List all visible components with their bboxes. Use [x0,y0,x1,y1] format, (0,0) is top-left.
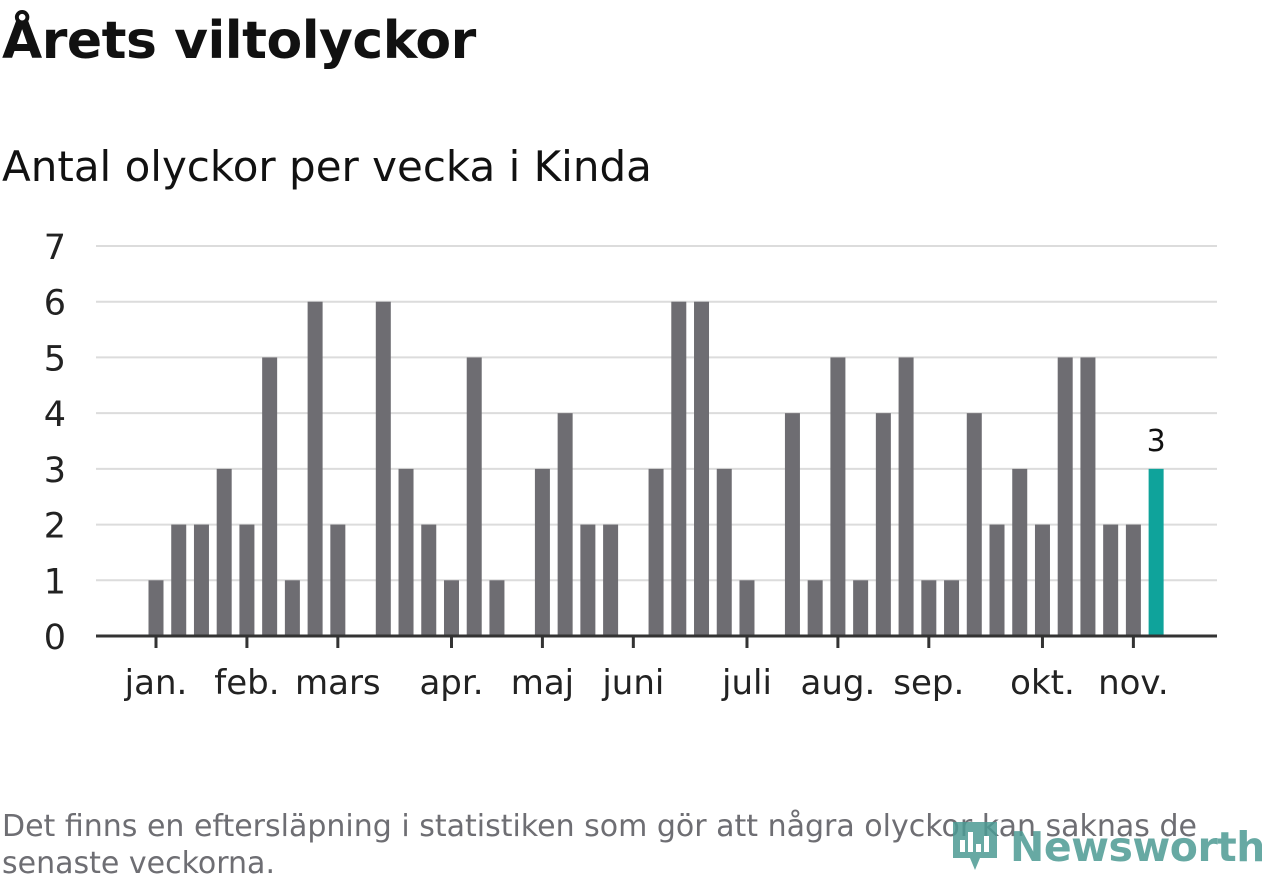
bar [239,524,255,636]
bar [148,580,164,636]
chart-title: Årets viltolyckor [2,11,476,71]
bar [375,301,391,636]
bar [1012,468,1028,636]
x-tick-label: mars [295,663,381,703]
bar [716,468,732,636]
bar [330,524,346,636]
y-tick-label: 6 [44,284,66,324]
x-tick-label: juli [721,663,772,703]
bar [966,413,982,636]
x-tick-label: maj [511,663,574,703]
bar [671,301,687,636]
bar-chart: 0 1 2 3 4 5 6 7 3 jan. feb. mars apr. maj juni juli aug.… [44,228,1217,703]
y-tick-label: 3 [44,451,66,491]
y-tick-label: 7 [44,228,66,268]
y-tick-label: 0 [44,618,66,658]
x-tick-label: okt. [1010,663,1075,703]
bar [1080,357,1096,636]
chart-subtitle: Antal olyckor per vecka i Kinda [2,142,652,191]
bar [921,580,937,636]
bar [648,468,664,636]
bar [193,524,209,636]
y-tick-label: 5 [44,339,66,379]
bar [603,524,619,636]
x-tick-label: juni [601,663,664,703]
newsworthy-logo-icon [953,822,997,870]
x-tick-label: sep. [893,663,964,703]
y-tick-label: 1 [44,562,66,602]
y-tick-label: 2 [44,507,66,547]
bar [171,524,187,636]
x-tick-label: apr. [419,663,483,703]
newsworthy-logo: Newsworthy [950,818,1262,876]
highlight-bar [1148,468,1164,636]
bar [694,301,710,636]
bar [421,524,437,636]
logo-text: Newsworthy [1010,823,1262,871]
x-tick-label: jan. [124,663,188,703]
bar [284,580,300,636]
bar [1057,357,1073,636]
bar [944,580,960,636]
bar [1034,524,1050,636]
bar [830,357,846,636]
bar [875,413,891,636]
x-tick-label: nov. [1098,663,1169,703]
bar [1125,524,1141,636]
bar [466,357,482,636]
bar [307,301,323,636]
y-tick-label: 4 [44,395,66,435]
x-tick-label: feb. [214,663,279,703]
bar [989,524,1005,636]
x-tick-label: aug. [801,663,876,703]
bar [580,524,596,636]
bar [262,357,278,636]
bar [807,580,823,636]
bar [443,580,459,636]
bar [216,468,232,636]
bar [853,580,869,636]
footnote: Det finns en eftersläpning i statistiken… [2,809,1197,881]
bar [898,357,914,636]
bar [739,580,755,636]
bar [1103,524,1119,636]
bar [398,468,414,636]
bar [784,413,800,636]
data-label: 3 [1147,424,1166,459]
bar [557,413,573,636]
bar [534,468,550,636]
bar [489,580,505,636]
